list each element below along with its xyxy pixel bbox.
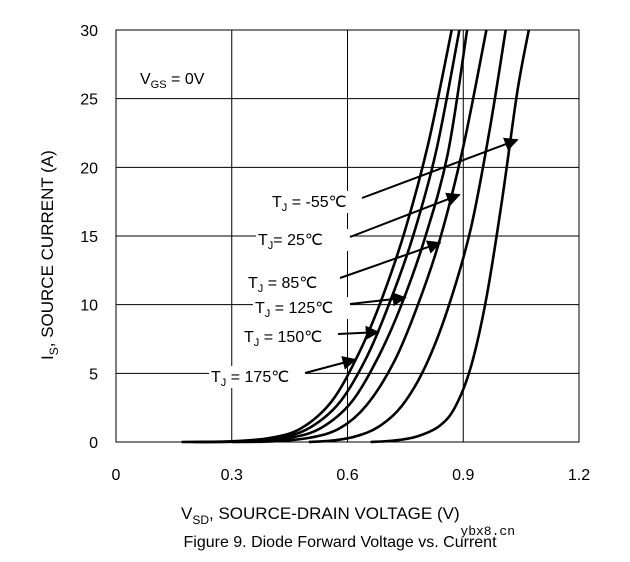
annotation-label: TJ = 150℃ bbox=[244, 329, 322, 349]
y-tick-label: 5 bbox=[89, 366, 98, 383]
y-axis-label-main: I bbox=[38, 355, 57, 360]
x-tick-label: 0.3 bbox=[221, 467, 243, 484]
annotation-arrow bbox=[361, 137, 519, 199]
y-axis-label-rest: , SOURCE CURRENT (A) bbox=[38, 150, 57, 347]
y-tick-label: 25 bbox=[80, 92, 98, 109]
y-axis-label: IS, SOURCE CURRENT (A) bbox=[38, 150, 61, 360]
figure-caption: Figure 9. Diode Forward Voltage vs. Curr… bbox=[183, 534, 497, 551]
y-tick-label: 15 bbox=[80, 229, 98, 246]
y-tick-label: 20 bbox=[80, 160, 98, 177]
annotation-label: TJ= 25℃ bbox=[258, 232, 323, 252]
annotation-label: TJ = 175℃ bbox=[211, 369, 289, 389]
annotation-backing bbox=[256, 229, 350, 251]
y-tick-label: 0 bbox=[89, 435, 98, 452]
annotation-label: TJ = -55℃ bbox=[272, 194, 347, 214]
x-axis-label-main: V bbox=[181, 504, 193, 523]
annotation-arrow bbox=[349, 192, 461, 238]
x-tick-label: 1.2 bbox=[568, 467, 590, 484]
annotation-label: TJ = 85℃ bbox=[248, 275, 317, 295]
series-line-2 bbox=[231, 29, 488, 444]
x-tick-labels: 0 0.3 0.6 0.9 1.2 bbox=[112, 467, 591, 484]
annotation-backing bbox=[253, 297, 350, 319]
x-tick-label: 0 bbox=[112, 467, 121, 484]
annotation-arrow bbox=[339, 240, 442, 279]
condition-sub: GS bbox=[151, 79, 167, 91]
annotation-backing bbox=[246, 272, 340, 294]
condition-rest: = 0V bbox=[167, 71, 205, 88]
annotation-backing bbox=[242, 326, 338, 348]
y-tick-label: 10 bbox=[80, 298, 98, 315]
annotation-label: TJ = 125℃ bbox=[255, 300, 333, 320]
annotation-backing bbox=[270, 191, 362, 213]
series-line-3 bbox=[200, 29, 469, 444]
annotation-arrow bbox=[337, 325, 380, 340]
watermark: ybx8.cn bbox=[460, 524, 515, 539]
annotation-backing bbox=[209, 366, 305, 388]
y-axis-label-sub: S bbox=[47, 347, 61, 355]
y-tick-labels: 0 5 10 15 20 25 30 bbox=[80, 23, 98, 452]
x-axis-label-sub: SD bbox=[192, 513, 209, 527]
annotation-arrow bbox=[304, 356, 357, 374]
annotations: TJ = -55℃ TJ= 25℃ TJ = 85℃ TJ = 125℃ TJ = 15… bbox=[209, 137, 519, 389]
condition-label: VGS = 0V bbox=[140, 71, 205, 91]
condition-main: V bbox=[140, 71, 151, 88]
x-axis-label: VSD, SOURCE-DRAIN VOLTAGE (V) bbox=[181, 504, 460, 527]
x-tick-label: 0.6 bbox=[336, 467, 358, 484]
series-line-1 bbox=[308, 29, 507, 444]
y-tick-label: 30 bbox=[80, 23, 98, 40]
x-tick-label: 0.9 bbox=[452, 467, 474, 484]
x-axis-label-rest: , SOURCE-DRAIN VOLTAGE (V) bbox=[209, 504, 460, 523]
annotation-arrow bbox=[349, 292, 407, 307]
plot-frame bbox=[115, 29, 580, 443]
